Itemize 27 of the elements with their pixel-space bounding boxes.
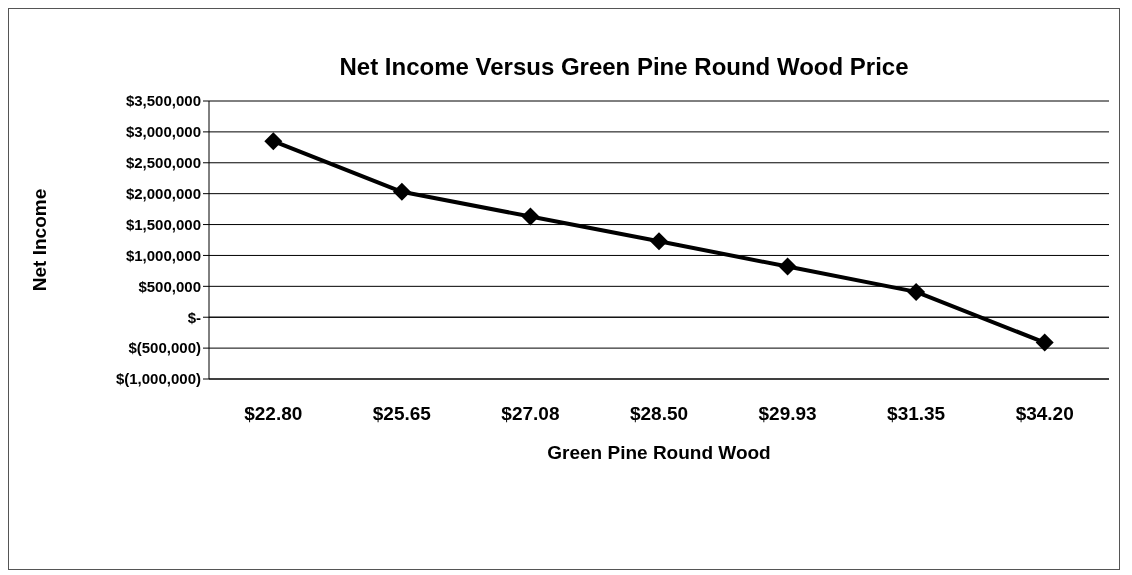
y-tick-label: $- (187, 308, 201, 326)
point (650, 232, 668, 251)
y-tick-label: $(1,000,000) (115, 370, 201, 388)
y-tick-label: $(500,000) (128, 339, 201, 357)
y-tick-label: $500,000 (138, 277, 201, 295)
point (778, 257, 797, 276)
x-tick-label: $31.35 (887, 403, 946, 425)
point (907, 282, 926, 301)
chart-title: Net Income Versus Green Pine Round Wood Price (338, 52, 910, 82)
point (264, 132, 283, 151)
x-tick-label: $25.65 (372, 403, 432, 425)
x-tick-label: $29.93 (758, 403, 817, 425)
x-axis-title: Green Pine Round Wood (547, 442, 771, 463)
x-tick-label: $34.20 (1015, 403, 1074, 425)
y-tick-label: $1,000,000 (125, 246, 201, 264)
y-tick-label: $2,500,000 (125, 154, 201, 172)
y-axis-title: Net Income (28, 188, 50, 292)
point (1035, 333, 1054, 352)
y-tick-label: $1,500,000 (125, 215, 201, 233)
x-tick-label: $27.08 (501, 403, 560, 425)
y-tick-label: $3,500,000 (125, 92, 201, 110)
point (521, 207, 540, 226)
y-tick-label: $3,000,000 (125, 123, 201, 141)
point (392, 182, 411, 201)
x-tick-label: $28.50 (629, 403, 689, 425)
x-tick-label: $22.80 (244, 403, 303, 425)
y-tick-label: $2,000,000 (125, 184, 201, 202)
